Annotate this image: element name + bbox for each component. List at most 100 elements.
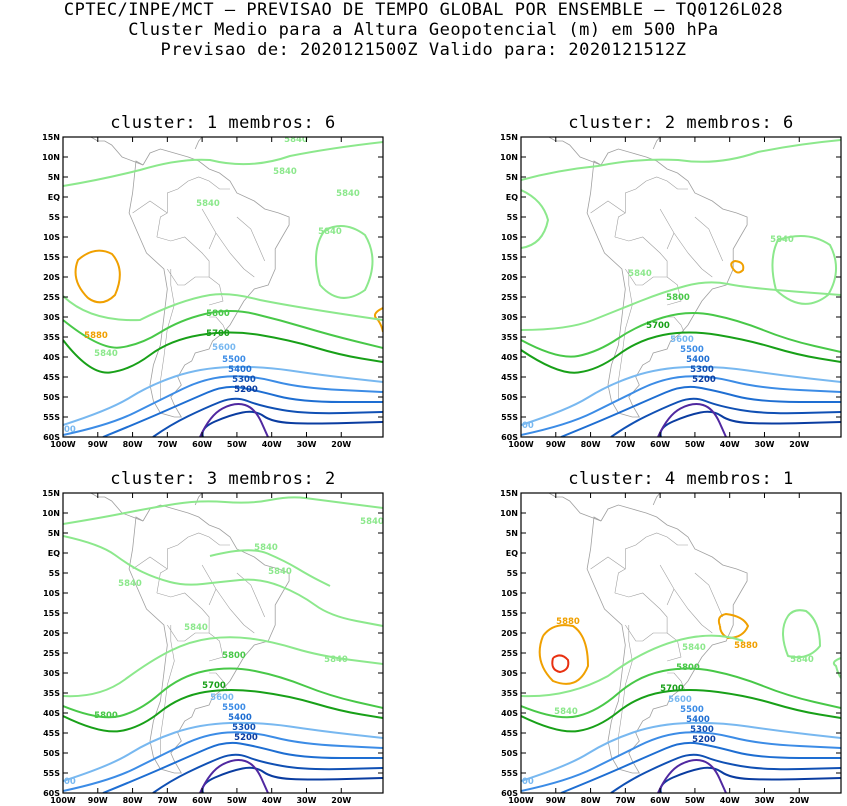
lat-tick-label: EQ: [48, 193, 60, 202]
contour-line: [538, 624, 589, 685]
contour-line: [659, 410, 841, 437]
country-border: [167, 624, 210, 642]
lat-tick-label: 10N: [500, 153, 518, 162]
lon-tick-label: 70W: [615, 440, 635, 449]
caribbean-islands: [652, 137, 661, 150]
lon-tick-label: 50W: [685, 796, 705, 805]
lat-tick-label: 40S: [501, 709, 518, 718]
contour-label: 5840: [682, 643, 706, 653]
lat-tick-label: 35S: [501, 333, 518, 342]
country-border: [201, 208, 245, 270]
country-border: [701, 268, 713, 278]
map-frame: [520, 492, 842, 794]
lat-tick-label: 20S: [43, 273, 60, 282]
lat-tick-label: 5N: [506, 529, 518, 538]
lat-tick-label: 25S: [43, 293, 60, 302]
lat-tick-label: 25S: [43, 649, 60, 658]
contour-line: [74, 249, 121, 304]
contour-label: 5840: [118, 579, 142, 589]
contour-line: [521, 375, 841, 436]
country-border: [666, 232, 675, 250]
contour-line: [63, 689, 383, 733]
lon-tick-label: 100W: [50, 796, 76, 805]
contour-label: 5800: [222, 651, 246, 661]
lon-tick-label: 80W: [581, 796, 601, 805]
contour-line: [551, 654, 570, 673]
lat-tick-label: 5S: [507, 569, 519, 578]
country-border: [188, 532, 230, 546]
contour-line: [201, 766, 383, 793]
lat-tick-label: EQ: [48, 549, 60, 558]
central-america-coast: [548, 493, 602, 522]
lon-tick-label: 90W: [546, 440, 566, 449]
contour-line: [521, 634, 744, 698]
coastline: [586, 504, 748, 774]
lon-tick-label: 20W: [789, 796, 809, 805]
header-line-2: Cluster Medio para a Altura Geopotencial…: [128, 20, 719, 40]
contour-label: 5840: [184, 623, 208, 633]
panel-1-title: cluster: 1 membros: 6: [110, 113, 336, 133]
country-border: [646, 176, 688, 190]
contour-line: [63, 310, 383, 349]
lat-tick-label: 15N: [500, 489, 518, 498]
contour-label: 5400: [228, 713, 252, 723]
lon-tick-label: 90W: [88, 440, 108, 449]
lon-tick-label: 100W: [508, 796, 534, 805]
country-border: [208, 588, 217, 606]
contour-label: 5600: [670, 335, 694, 345]
contour-line: [63, 636, 383, 698]
contour-label: 5200: [692, 735, 716, 745]
lon-tick-label: 20W: [331, 796, 351, 805]
lat-tick-label: 25S: [501, 293, 518, 302]
panel-2-title: cluster: 2 membros: 6: [568, 113, 794, 133]
lon-tick-label: 90W: [88, 796, 108, 805]
contour-label: 5700: [206, 329, 230, 339]
contour-line: [201, 410, 383, 437]
contour-label: 5600: [52, 425, 76, 435]
coastline: [586, 148, 748, 418]
lon-tick-label: 40W: [720, 796, 740, 805]
contour-label: 5840: [196, 199, 220, 209]
lon-tick-label: 40W: [262, 440, 282, 449]
country-border: [614, 180, 647, 238]
contour-label: 5200: [692, 375, 716, 385]
lat-tick-label: 15S: [501, 253, 518, 262]
country-border: [625, 268, 668, 286]
lat-tick-label: 40S: [501, 353, 518, 362]
contour-label: 5840: [94, 349, 118, 359]
country-border: [666, 588, 675, 606]
lat-tick-label: 50S: [43, 393, 60, 402]
lat-tick-label: 20S: [43, 629, 60, 638]
country-border: [666, 632, 682, 662]
contour-label: 5840: [790, 655, 814, 665]
contour-line: [521, 281, 841, 331]
lat-tick-label: 10N: [42, 509, 60, 518]
contour-line: [63, 375, 383, 436]
lon-tick-label: 100W: [508, 440, 534, 449]
lon-tick-label: 60W: [192, 796, 212, 805]
country-border: [625, 624, 668, 642]
lon-tick-label: 20W: [789, 440, 809, 449]
contour-line: [657, 759, 727, 793]
lon-tick-label: 20W: [331, 440, 351, 449]
header-line-1: CPTEC/INPE/MCT – PREVISAO DE TEMPO GLOBA…: [63, 0, 784, 20]
map-header: CPTEC/INPE/MCT – PREVISAO DE TEMPO GLOBA…: [0, 0, 847, 60]
lat-tick-label: 45S: [501, 729, 518, 738]
contour-label: 5600: [52, 777, 76, 787]
country-border: [209, 672, 227, 690]
country-border: [667, 672, 685, 690]
lat-tick-label: 15S: [43, 253, 60, 262]
contour-line: [521, 667, 841, 719]
lat-tick-label: 15N: [42, 489, 60, 498]
lat-tick-label: 35S: [43, 689, 60, 698]
lat-tick-label: 30S: [501, 669, 518, 678]
caribbean-islands: [194, 493, 203, 506]
contour-label: 5840: [268, 567, 292, 577]
contour-label: 5880: [84, 331, 108, 341]
contour-label: 5500: [680, 345, 704, 355]
contour-label: 5800: [676, 663, 700, 673]
contour-line: [610, 753, 841, 793]
map-contents: 5840 5840 5840 5840 5840 5840 5800 5800 5700 5600…: [52, 493, 383, 793]
map-panel-1: 5840 5840 5840 5840 5840 5880 5840 5800 5700 5600…: [42, 133, 384, 449]
country-border: [614, 592, 668, 633]
